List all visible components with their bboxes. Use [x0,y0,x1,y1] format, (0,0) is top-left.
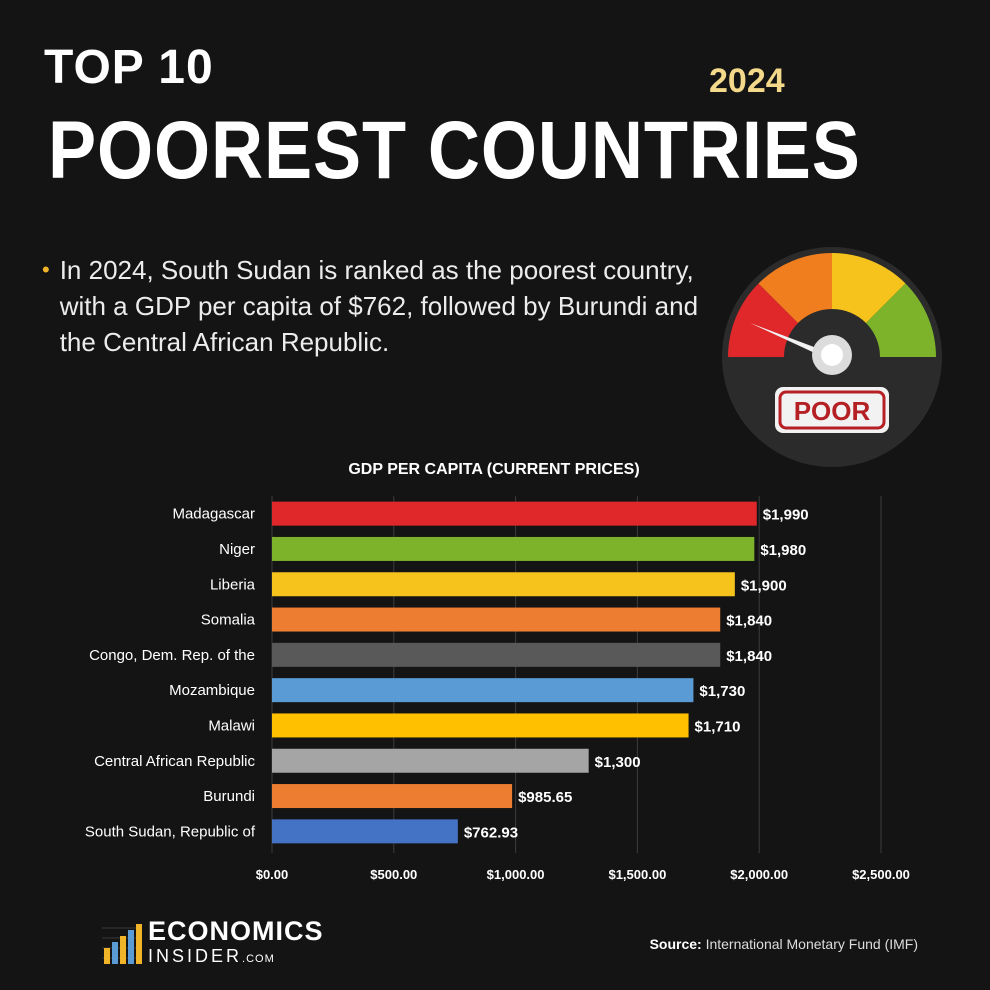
data-label: $985.65 [518,789,572,806]
x-tick-label: $0.00 [256,867,289,882]
source-label: Source: [649,936,702,952]
source-note: Source: International Monetary Fund (IMF… [650,936,918,952]
gauge-arc [728,253,936,357]
x-tick-label: $2,000.00 [730,867,788,882]
category-label: Niger [219,541,255,558]
bar [272,536,755,561]
data-label: $1,710 [695,718,741,735]
category-label: Congo, Dem. Rep. of the [89,647,255,664]
gauge-label: POOR [794,396,871,426]
category-label: Mozambique [169,682,255,699]
bar [272,607,721,632]
category-label: Madagascar [172,506,255,523]
bar [272,678,694,703]
bar [272,501,757,526]
bar [272,784,513,809]
bar [272,642,721,667]
brand-name-line1: ECONOMICS [148,916,324,946]
data-label: $1,900 [741,577,787,594]
x-tick-label: $2,500.00 [852,867,910,882]
data-label: $1,990 [763,507,809,524]
poverty-gauge-icon: POOR [722,247,942,467]
gauge-needle [750,323,832,361]
x-tick-label: $1,500.00 [608,867,666,882]
summary-text: In 2024, South Sudan is ranked as the po… [59,255,699,357]
brand-name-insider: INSIDER [148,946,243,966]
x-tick-label: $500.00 [370,867,417,882]
brand-suffix: .COM [242,953,275,965]
data-label: $1,840 [726,648,772,665]
data-label: $1,300 [595,754,641,771]
category-label: Central African Republic [94,753,255,770]
category-label: South Sudan, Republic of [85,823,256,840]
data-label: $1,730 [699,683,745,700]
bar [272,748,589,773]
category-label: Liberia [210,576,256,593]
source-text: International Monetary Fund (IMF) [705,936,918,952]
year-label: 2024 [709,62,785,100]
kicker-title: TOP 10 [44,41,214,94]
data-label: $762.93 [464,824,518,841]
category-label: Burundi [203,788,255,805]
x-tick-label: $1,000.00 [487,867,545,882]
bar [272,572,735,597]
summary-bullet: • In 2024, South Sudan is ranked as the … [42,252,702,360]
bullet-dot-icon: • [42,257,50,282]
bar [272,713,689,738]
category-label: Somalia [201,612,256,629]
category-label: Malawi [208,717,255,734]
data-label: $1,980 [760,542,806,559]
page-title: POOREST COUNTRIES [48,105,861,196]
data-label: $1,840 [726,613,772,630]
chart-title: GDP PER CAPITA (CURRENT PRICES) [348,461,639,478]
gdp-bar-chart: GDP PER CAPITA (CURRENT PRICES) Madagasc… [85,461,910,882]
brand-name-line2: INSIDER.COM [148,946,275,967]
economics-insider-logo-icon [102,924,142,964]
bar [272,819,458,844]
